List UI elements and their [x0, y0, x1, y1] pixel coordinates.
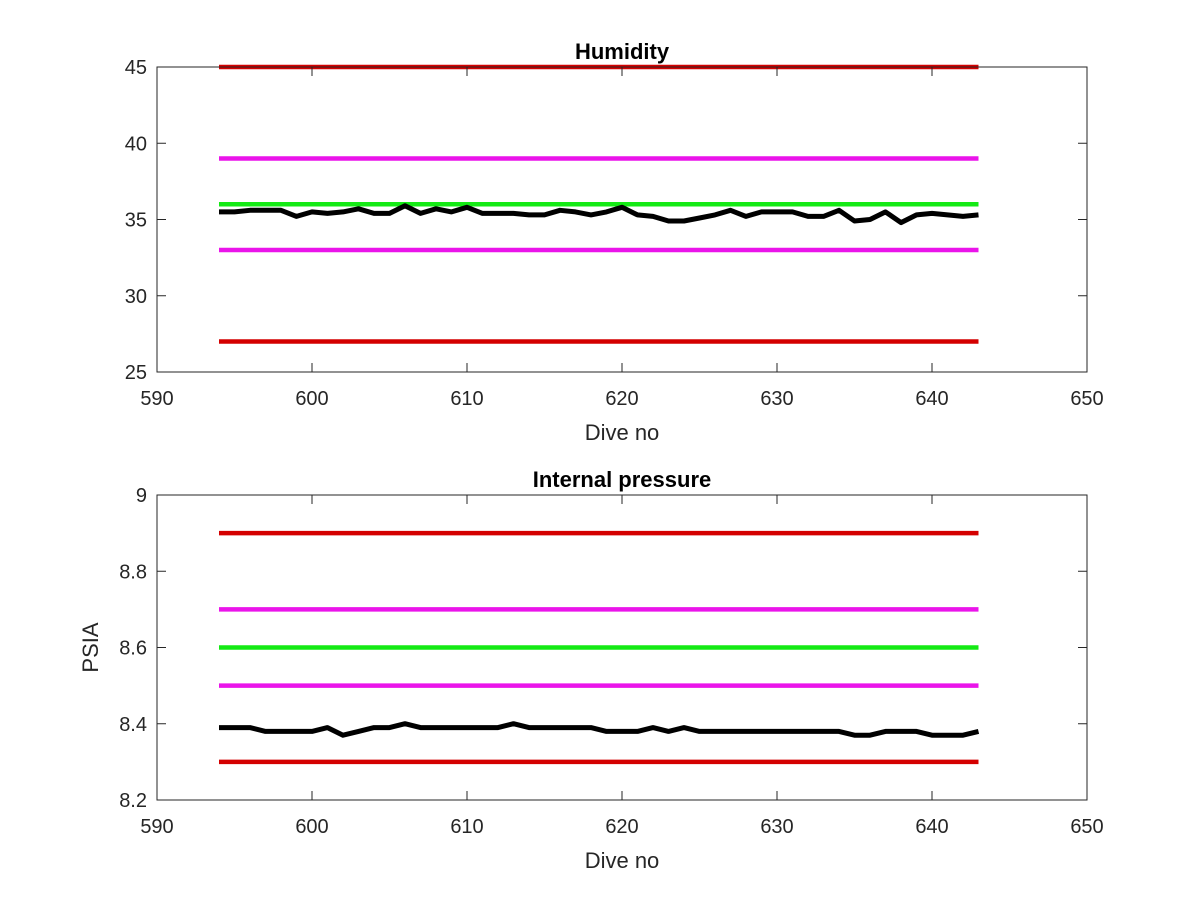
y-axis-label: PSIA [78, 622, 103, 672]
x-tick-label: 610 [450, 816, 483, 838]
x-tick-label: 630 [760, 388, 793, 410]
x-tick-label: 620 [605, 388, 638, 410]
x-tick-label: 610 [450, 388, 483, 410]
y-tick-label: 30 [125, 286, 147, 308]
x-tick-label: 590 [140, 388, 173, 410]
internal-pressure-chart: 590 600 610 620 630 640 650 8.2 8.4 8.6 8.8 9 Intern… [78, 467, 1104, 873]
y-tick-label: 45 [125, 57, 147, 79]
y-tick-label: 8.8 [119, 561, 147, 583]
chart-title: Humidity [575, 39, 670, 64]
x-tick-label: 650 [1070, 816, 1103, 838]
humidity-chart: 590 600 610 620 630 640 650 25 30 35 40 45 Humidity D… [125, 39, 1104, 445]
y-tick-label: 25 [125, 362, 147, 384]
x-tick-label: 650 [1070, 388, 1103, 410]
x-tick-label: 600 [295, 388, 328, 410]
x-axis-label: Dive no [585, 420, 660, 445]
y-tick-label: 8.2 [119, 790, 147, 812]
x-tick-label: 600 [295, 816, 328, 838]
x-tick-label: 620 [605, 816, 638, 838]
y-tick-label: 40 [125, 133, 147, 155]
x-tick-label: 640 [915, 816, 948, 838]
y-tick-label: 8.6 [119, 638, 147, 660]
x-tick-label: 630 [760, 816, 793, 838]
x-axis-label: Dive no [585, 848, 660, 873]
series-line-measured [219, 721, 980, 738]
chart-title: Internal pressure [533, 467, 712, 492]
y-tick-label: 35 [125, 210, 147, 232]
x-tick-label: 590 [140, 816, 173, 838]
plot-area [157, 67, 1087, 372]
y-tick-label: 8.4 [119, 714, 147, 736]
x-tick-label: 640 [915, 388, 948, 410]
series-line-measured [219, 203, 979, 226]
y-tick-label: 9 [136, 485, 147, 507]
